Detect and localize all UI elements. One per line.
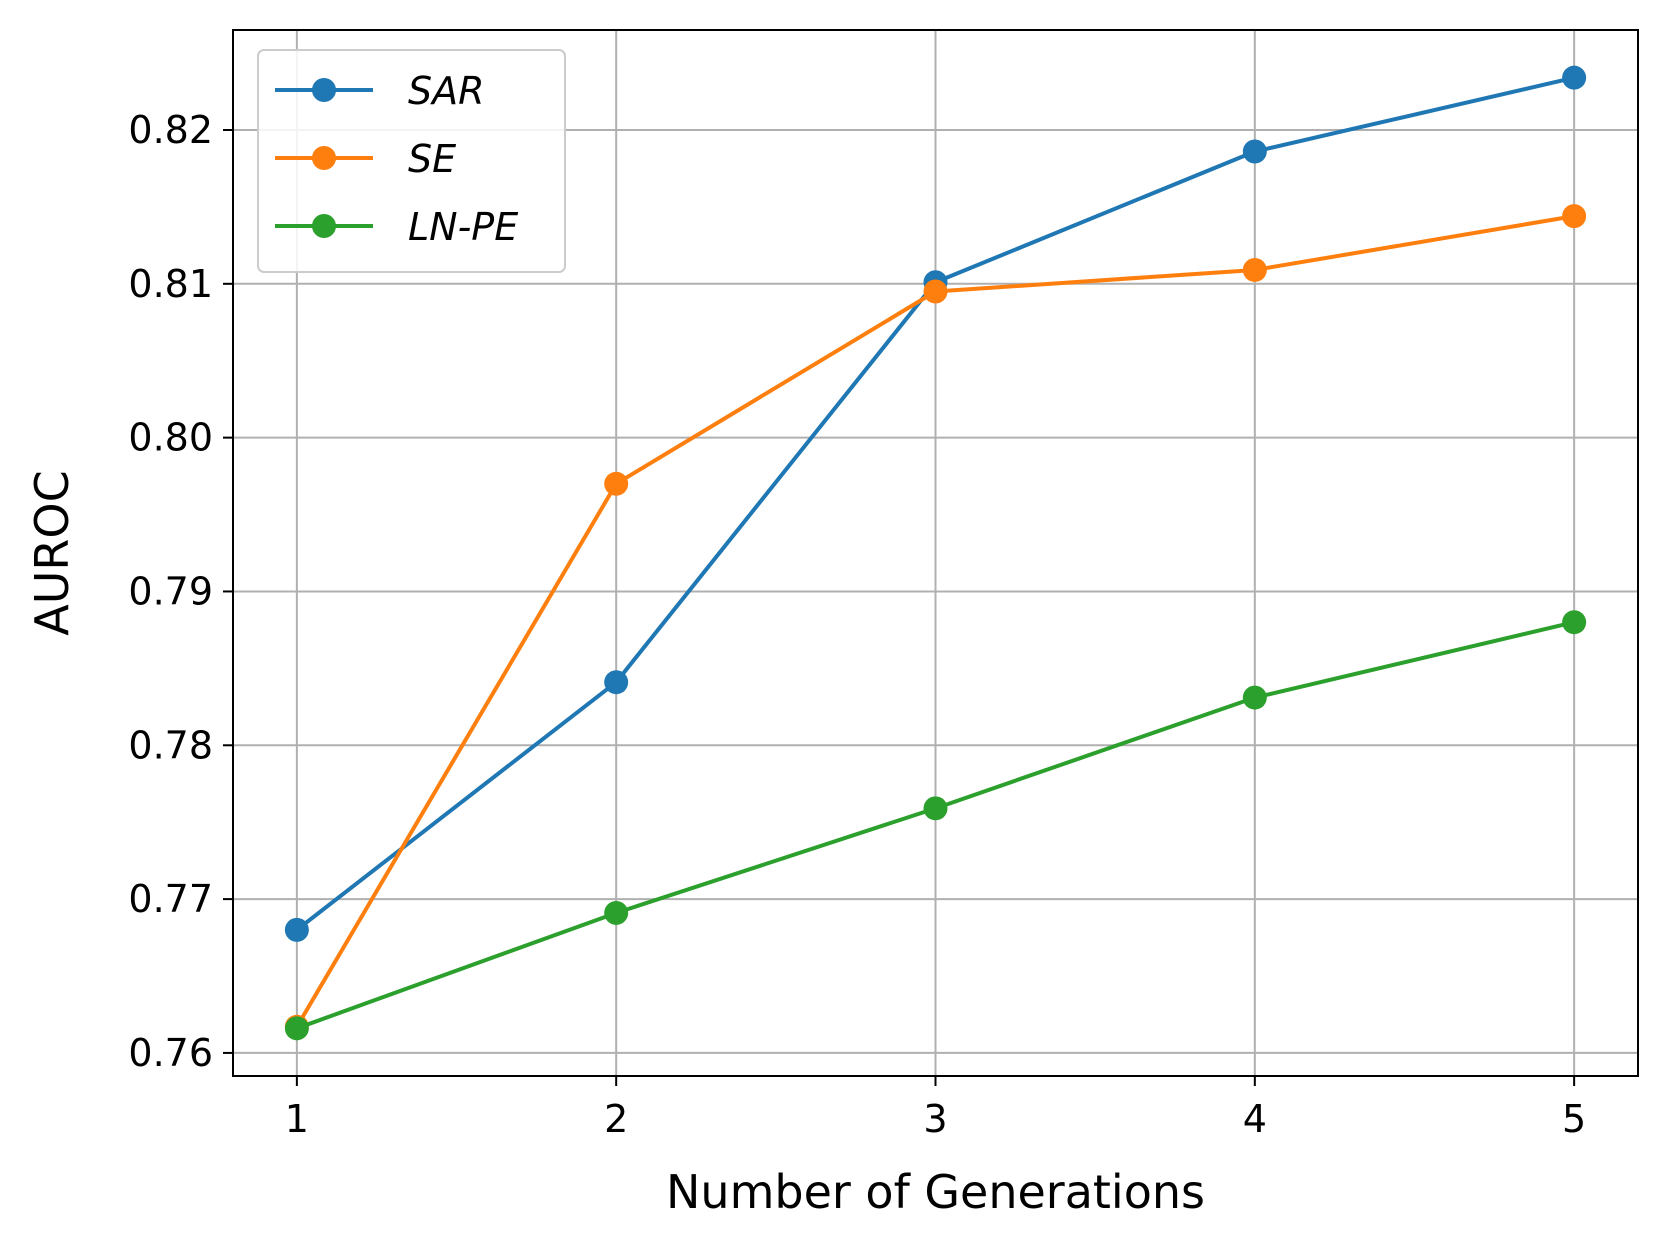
legend-item-se: SE — [275, 137, 456, 181]
data-point — [604, 471, 629, 496]
x-tick-label: 3 — [923, 1097, 947, 1141]
data-point — [923, 279, 948, 304]
x-tick-label: 2 — [604, 1097, 628, 1141]
y-tick-label: 0.77 — [128, 877, 213, 921]
legend-item-ln-pe: LN-PE — [275, 205, 518, 249]
series-ln-pe — [284, 610, 1587, 1041]
axis-ticks: 1 2 3 4 5 0.76 0.77 0.78 0.79 0.80 0.81 0.82 — [128, 108, 1586, 1141]
legend-label: SAR — [408, 69, 485, 113]
data-point — [284, 917, 309, 942]
legend-item-sar: SAR — [275, 69, 485, 113]
data-point — [1242, 139, 1267, 164]
legend-swatch-marker — [312, 214, 336, 238]
y-tick-label: 0.81 — [128, 262, 213, 306]
data-point — [604, 900, 629, 925]
data-point — [923, 796, 948, 821]
data-point — [284, 1016, 309, 1041]
y-tick-label: 0.80 — [128, 416, 213, 460]
data-point — [1242, 257, 1267, 282]
data-point — [1562, 65, 1587, 90]
legend-swatch-marker — [312, 78, 336, 102]
legend-swatch-marker — [312, 146, 336, 170]
legend-label: SE — [408, 137, 456, 181]
y-tick-label: 0.79 — [128, 569, 213, 613]
x-tick-label: 4 — [1243, 1097, 1267, 1141]
series-layer — [284, 65, 1587, 1041]
x-tick-label: 5 — [1562, 1097, 1586, 1141]
y-axis-title: AUROC — [25, 470, 79, 635]
x-tick-label: 1 — [285, 1097, 309, 1141]
y-tick-label: 0.82 — [128, 108, 213, 152]
y-tick-label: 0.76 — [128, 1031, 213, 1075]
legend-label: LN-PE — [408, 205, 518, 249]
data-point — [604, 670, 629, 695]
y-tick-label: 0.78 — [128, 723, 213, 767]
data-point — [1242, 685, 1267, 710]
data-point — [1562, 610, 1587, 635]
legend-box — [257, 49, 566, 273]
x-axis-title: Number of Generations — [666, 1165, 1205, 1219]
legend: SAR SE LN-PE — [257, 49, 566, 273]
data-point — [1562, 204, 1587, 229]
